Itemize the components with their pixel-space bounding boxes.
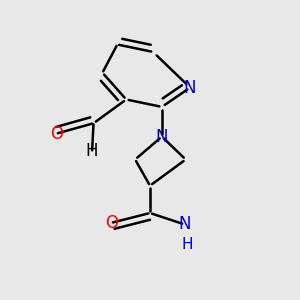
- Text: N: N: [178, 215, 190, 233]
- Text: N: N: [184, 79, 197, 97]
- Text: O: O: [105, 214, 118, 232]
- Text: N: N: [156, 128, 168, 146]
- Text: H: H: [86, 142, 98, 160]
- Text: H: H: [182, 237, 193, 252]
- Text: O: O: [50, 125, 63, 143]
